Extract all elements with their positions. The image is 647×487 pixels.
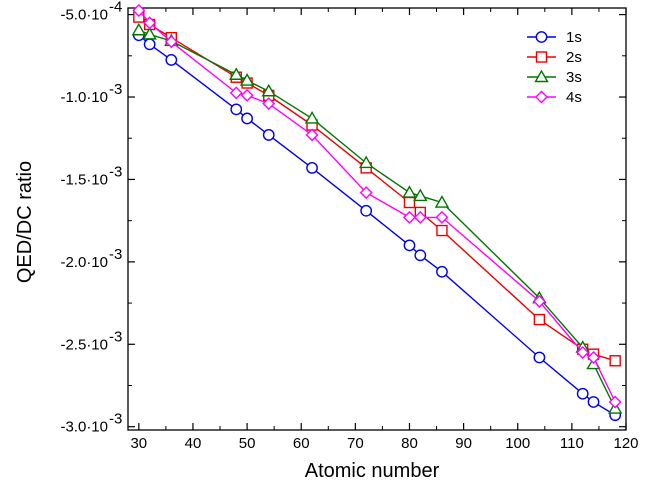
data-point-4s — [229, 86, 243, 100]
legend-item-4s: 4s — [527, 89, 582, 106]
data-point-1s — [436, 265, 448, 278]
x-tick-label: 110 — [560, 435, 584, 452]
data-point-3s — [358, 155, 374, 169]
x-axis-title: Atomic number — [305, 460, 440, 482]
legend-label: 1s — [566, 29, 582, 46]
series-line-4s — [138, 10, 616, 403]
axis-ticks: 30 40 50 60 70 80 90 100 110 120-5.0·10 -4-1.0·10-… — [60, 0, 638, 452]
x-tick-label: 60 — [293, 435, 310, 452]
legend-label: 4s — [566, 89, 582, 106]
y-tick-exponent: -3 — [109, 246, 122, 263]
data-point-4s — [143, 16, 157, 30]
data-point-3s — [402, 185, 417, 198]
x-tick-label: 70 — [347, 435, 364, 452]
x-tick-label: 100 — [505, 435, 530, 452]
data-point-4s — [359, 186, 373, 200]
x-tick-label: 30 — [130, 435, 147, 452]
data-point-1s — [306, 161, 318, 174]
data-point-3s — [434, 195, 450, 208]
legend-item-3s: 3s — [527, 69, 582, 86]
legend-label: 3s — [566, 69, 582, 86]
y-tick-label: -1.5·10 — [60, 171, 108, 188]
legend-item-2s: 2s — [527, 49, 582, 66]
data-point-4s — [413, 210, 427, 224]
y-tick-exponent: -3 — [109, 328, 122, 345]
x-tick-label: 80 — [401, 435, 418, 452]
data-point-1s — [587, 396, 600, 408]
y-tick-label: -3.0·10 — [60, 419, 108, 436]
y-tick-label: -2.0·10 — [60, 254, 108, 271]
x-tick-label: 50 — [239, 435, 256, 452]
plot-frame — [127, 7, 627, 431]
data-point-1s — [576, 387, 589, 400]
data-point-1s — [262, 129, 275, 141]
data-point-3s — [413, 188, 428, 202]
series-4s — [132, 3, 622, 409]
data-point-1s — [360, 204, 373, 217]
data-point-4s — [608, 395, 622, 409]
legend-item-1s: 1s — [527, 29, 582, 46]
y-tick-exponent: -3 — [109, 81, 122, 98]
data-point-3s — [142, 26, 157, 40]
data-point-3s — [239, 73, 255, 86]
data-point-4s — [132, 3, 146, 17]
data-point-1s — [241, 112, 253, 125]
y-axis-title: QED/DC ratio — [14, 161, 36, 283]
y-tick-label: -2.5·10 — [60, 336, 108, 353]
legend-marker — [535, 90, 548, 104]
data-point-4s — [587, 350, 601, 364]
legend: 1s 2s 3s 4s — [527, 29, 582, 106]
x-tick-label: 40 — [185, 435, 202, 452]
data-point-3s — [131, 22, 147, 36]
y-tick-label: -1.0·10 — [60, 89, 108, 106]
data-point-4s — [262, 97, 276, 111]
data-point-3s — [304, 111, 320, 124]
data-point-4s — [164, 35, 178, 49]
x-tick-label: 120 — [613, 435, 638, 452]
data-point-1s — [143, 38, 156, 51]
data-point-4s — [576, 346, 590, 360]
data-point-3s — [229, 67, 244, 80]
legend-marker — [535, 31, 548, 43]
data-point-4s — [305, 128, 319, 142]
data-point-2s — [533, 313, 546, 326]
series-1s — [132, 29, 622, 422]
data-point-1s — [533, 351, 546, 364]
legend-marker — [534, 69, 549, 83]
data-point-4s — [435, 210, 449, 224]
data-point-4s — [240, 88, 254, 102]
data-point-1s — [414, 249, 427, 262]
data-point-3s — [261, 83, 276, 97]
y-tick-exponent: -3 — [109, 411, 122, 428]
series-layer — [131, 3, 623, 422]
data-point-1s — [230, 103, 243, 116]
y-tick-label: -5.0·10 — [60, 7, 108, 24]
series-line-2s — [138, 16, 616, 362]
x-tick-label: 90 — [455, 435, 472, 452]
legend-label: 2s — [566, 49, 582, 66]
legend-marker — [535, 51, 548, 63]
data-point-1s — [165, 54, 178, 66]
data-point-4s — [532, 294, 546, 308]
y-tick-exponent: -3 — [109, 163, 122, 180]
series-2s — [133, 11, 621, 367]
data-point-4s — [402, 210, 416, 224]
data-point-2s — [436, 224, 448, 237]
data-point-2s — [403, 196, 416, 209]
data-point-2s — [609, 355, 621, 367]
y-tick-exponent: -4 — [109, 0, 122, 16]
data-point-1s — [403, 239, 416, 252]
